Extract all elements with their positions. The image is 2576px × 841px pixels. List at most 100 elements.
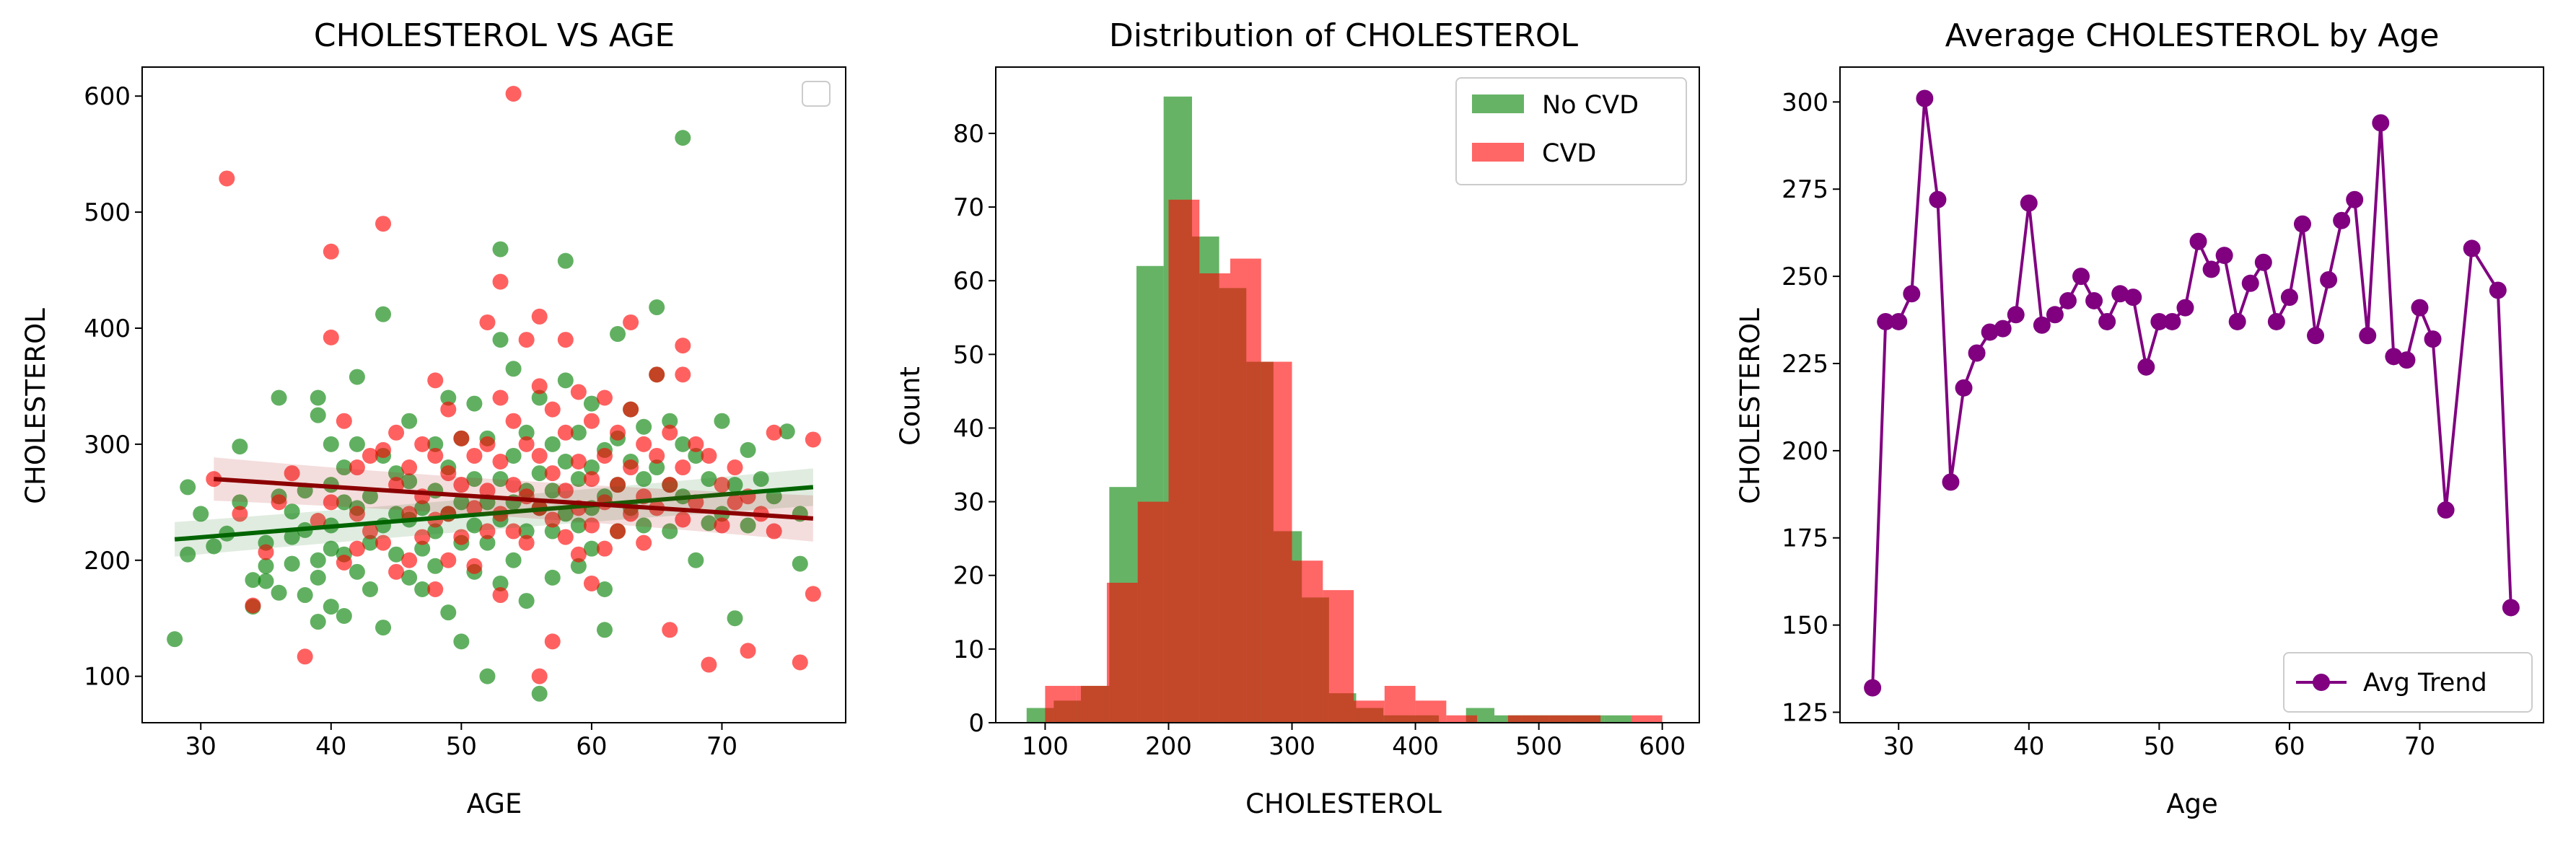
scatter-plot-area xyxy=(167,86,821,702)
scatter-point xyxy=(440,389,457,406)
scatter-point xyxy=(245,597,261,614)
scatter-point xyxy=(662,622,678,638)
trend-point xyxy=(1981,323,1999,341)
scatter-point xyxy=(583,471,600,488)
y-tick-label: 250 xyxy=(1782,263,1828,291)
scatter-point xyxy=(505,361,522,377)
scatter-point xyxy=(310,569,326,586)
x-tick-label: 30 xyxy=(185,732,216,761)
scatter-point xyxy=(623,459,639,476)
scatter-point xyxy=(610,477,626,493)
scatter-point xyxy=(505,86,522,102)
scatter-point xyxy=(544,511,561,528)
histogram-bar xyxy=(1261,361,1292,723)
scatter-fit-lines xyxy=(174,457,814,557)
legend-label-cvd: CVD xyxy=(1542,139,1596,168)
scatter-point xyxy=(479,483,496,499)
histogram-bar xyxy=(1106,582,1138,723)
trend-point xyxy=(2502,599,2520,617)
scatter-point xyxy=(583,575,600,591)
scatter-point xyxy=(714,477,730,493)
scatter-point xyxy=(583,413,600,429)
trend-point xyxy=(2020,194,2038,212)
trend-point xyxy=(2176,299,2194,317)
scatter-point xyxy=(414,436,431,452)
scatter-point xyxy=(557,454,574,470)
histogram-xlabel: CHOLESTEROL xyxy=(1245,788,1442,819)
scatter-point xyxy=(336,554,352,571)
scatter-point xyxy=(701,656,717,673)
scatter-frame xyxy=(141,66,846,723)
x-tick-label: 50 xyxy=(446,732,477,761)
scatter-point xyxy=(336,413,352,429)
scatter-point xyxy=(766,424,782,441)
histogram-bar xyxy=(1354,700,1385,723)
scatter-point xyxy=(610,424,626,441)
scatter-point xyxy=(623,314,639,330)
trend-point xyxy=(2372,114,2390,132)
legend-swatch-cvd xyxy=(1472,143,1524,162)
scatter-point xyxy=(362,581,378,597)
scatter-point xyxy=(440,401,457,418)
scatter-point xyxy=(466,517,483,534)
scatter-title: CHOLESTEROL VS AGE xyxy=(314,17,675,54)
scatter-point xyxy=(675,130,691,146)
scatter-point xyxy=(688,447,704,464)
y-tick-label: 40 xyxy=(953,414,984,443)
scatter-point xyxy=(740,517,756,534)
scatter-point xyxy=(727,610,743,627)
line-panel: Average CHOLESTEROL by Age Age CHOLESTER… xyxy=(1735,17,2544,819)
scatter-point xyxy=(349,506,365,522)
scatter-point xyxy=(401,413,418,429)
line-xlabel: Age xyxy=(2166,788,2218,819)
scatter-point xyxy=(531,447,548,464)
histogram-bar xyxy=(1415,700,1447,723)
histogram-plot-area xyxy=(1026,96,1662,723)
trend-point xyxy=(2437,501,2455,519)
scatter-point xyxy=(570,471,587,488)
scatter-point xyxy=(388,424,405,441)
trend-point xyxy=(2111,285,2129,303)
scatter-point xyxy=(596,389,613,406)
scatter-point xyxy=(440,465,457,482)
scatter-point xyxy=(271,584,287,601)
scatter-point xyxy=(610,523,626,540)
trend-point xyxy=(2320,270,2338,289)
scatter-point xyxy=(531,465,548,482)
trend-point xyxy=(2333,211,2351,229)
scatter-point xyxy=(675,511,691,528)
histogram-bar xyxy=(1569,715,1601,723)
scatter-point xyxy=(544,633,561,650)
scatter-point xyxy=(401,569,418,586)
y-tick-label: 300 xyxy=(84,431,131,459)
trend-point xyxy=(2359,327,2377,345)
scatter-point xyxy=(453,494,470,511)
y-tick-label: 200 xyxy=(84,547,131,576)
scatter-point xyxy=(323,329,339,345)
trend-point xyxy=(2424,330,2442,348)
scatter-point xyxy=(557,332,574,348)
y-tick-label: 80 xyxy=(953,120,984,149)
scatter-point xyxy=(180,546,196,563)
scatter-point xyxy=(583,395,600,412)
scatter-point xyxy=(232,506,248,522)
scatter-point xyxy=(466,395,483,412)
scatter-point xyxy=(596,540,613,557)
scatter-point xyxy=(492,273,509,290)
trend-point xyxy=(2254,253,2272,271)
scatter-point xyxy=(740,441,756,458)
scatter-point xyxy=(623,506,639,522)
scatter-panel: CHOLESTEROL VS AGE AGE CHOLESTEROL 30 40 5… xyxy=(20,17,846,819)
scatter-point xyxy=(440,604,457,621)
scatter-point xyxy=(675,436,691,452)
x-tick-label: 60 xyxy=(2274,732,2305,761)
scatter-point xyxy=(688,436,704,452)
line-ticks: 30 40 50 60 70 125 150 175 200 225 250 275 300 xyxy=(1782,88,2435,761)
scatter-point xyxy=(596,581,613,597)
x-tick-label: 100 xyxy=(1022,732,1069,761)
scatter-point xyxy=(271,494,287,511)
trend-point xyxy=(1955,379,1973,397)
x-tick-label: 300 xyxy=(1269,732,1315,761)
scatter-point xyxy=(805,431,821,448)
scatter-point xyxy=(727,459,743,476)
